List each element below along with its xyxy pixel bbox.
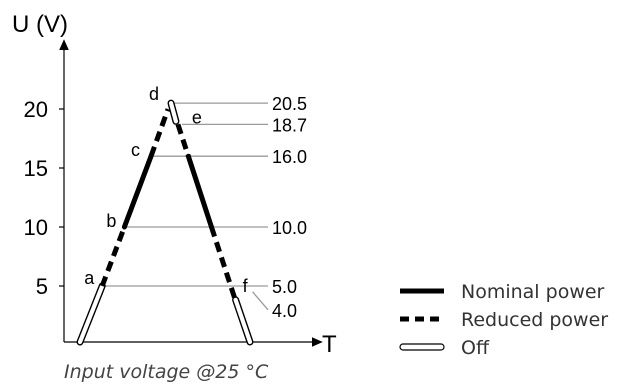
y-tick-label-5: 5 (36, 274, 48, 299)
reduced-segment-10-f (209, 226, 237, 299)
threshold-line-f (252, 291, 269, 311)
off-segment-rise (76, 282, 106, 346)
threshold-value-f: 4.0 (272, 301, 297, 321)
off-segment-de (167, 99, 180, 125)
chart-caption: Input voltage @25 °C (64, 361, 269, 383)
threshold-value-b: 10.0 (272, 218, 307, 238)
y-tick-label-15: 15 (24, 156, 48, 181)
legend-nominal-power-label: Nominal power (461, 281, 605, 303)
nominal-segment-bc (121, 153, 154, 230)
point-label-e: e (192, 107, 202, 127)
threshold-value-d: 20.5 (272, 94, 307, 114)
point-label-f: f (243, 276, 249, 296)
reduced-segment-cd (148, 108, 171, 158)
legend-off-swatch (399, 343, 445, 351)
point-label-b: b (106, 211, 116, 231)
threshold-value-a: 5.0 (272, 277, 297, 297)
reduced-segment-ab (99, 226, 127, 287)
nominal-segment-16-10 (185, 153, 214, 230)
y-axis-label: U (V) (12, 11, 68, 38)
x-axis-label: T (322, 331, 337, 358)
legend-reduced-power-label: Reduced power (461, 309, 608, 331)
reduced-segment-e-16 (175, 123, 191, 157)
y-tick-label-20: 20 (24, 97, 48, 122)
point-label-a: a (84, 268, 95, 288)
threshold-value-c: 16.0 (272, 147, 307, 167)
legend-off-label: Off (461, 337, 490, 359)
off-segment-fall (232, 296, 254, 346)
threshold-value-e: 18.7 (272, 115, 307, 135)
point-label-c: c (131, 140, 140, 160)
y-tick-label-10: 10 (24, 215, 48, 240)
point-label-d: d (149, 84, 159, 104)
